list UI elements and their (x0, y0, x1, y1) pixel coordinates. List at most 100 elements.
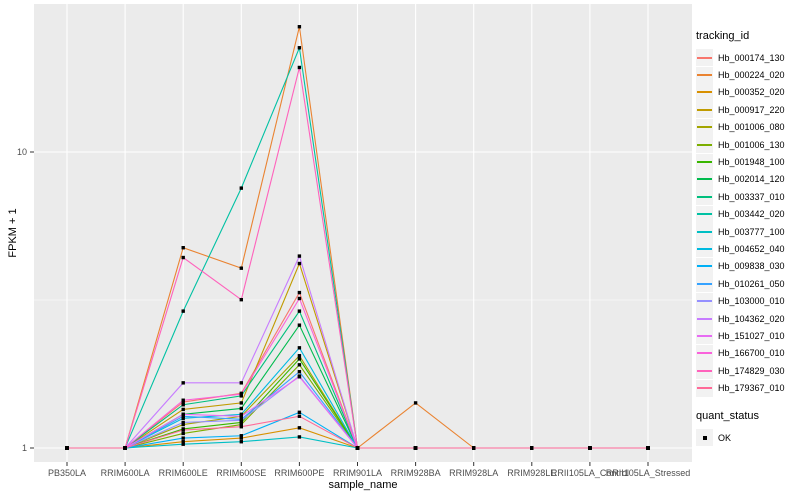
data-point (297, 296, 302, 301)
data-point (239, 394, 243, 398)
legend-key (696, 275, 713, 293)
legend-item: Hb_003442_020 (696, 205, 800, 223)
x-tick-label: PB350LA (48, 468, 86, 478)
legend-item-label: Hb_001006_130 (718, 139, 785, 150)
legend-key (696, 310, 713, 328)
data-point (181, 431, 185, 436)
x-tick-label: RRIM600PE (274, 468, 324, 478)
legend-item: Hb_104362_020 (696, 310, 800, 328)
legend-key (696, 188, 713, 206)
legend-key-line-icon (697, 126, 712, 129)
x-tick-label: RRII105LA_Stressed (606, 468, 691, 478)
data-point (181, 245, 185, 250)
legend-key-line-icon (697, 317, 712, 320)
legend-key (696, 49, 713, 67)
data-point (181, 442, 185, 446)
legend-key-line-icon (697, 387, 712, 390)
data-point (239, 414, 243, 418)
legend-items-tracking-id: Hb_000174_130 Hb_000224_020 Hb_000352_020 H… (696, 49, 800, 397)
data-point (297, 25, 302, 29)
legend-item-label: Hb_009838_030 (718, 261, 785, 272)
legend-key (696, 118, 713, 136)
data-point (239, 420, 243, 425)
legend-item: Hb_009838_030 (696, 257, 800, 275)
x-axis-title: sample_name (328, 479, 398, 491)
legend-key (696, 136, 713, 154)
y-axis-title: FPKM + 1 (7, 208, 19, 258)
data-point (181, 440, 185, 444)
legend-item-label: Hb_000224_020 (718, 70, 785, 81)
data-point (123, 446, 127, 450)
legend-key-line-icon (697, 265, 712, 268)
legend-items-quant-status: OK (696, 429, 800, 446)
data-point (239, 392, 243, 396)
data-point (181, 416, 185, 420)
data-point (239, 381, 243, 385)
legend-item: Hb_000224_020 (696, 66, 800, 84)
legend-item: Hb_003337_010 (696, 188, 800, 206)
legend-item-label: Hb_010261_050 (718, 278, 785, 289)
data-point (297, 261, 302, 266)
data-point (413, 446, 418, 450)
legend-key (696, 257, 713, 275)
data-point (297, 65, 302, 70)
legend-item: Hb_002014_120 (696, 170, 800, 188)
data-point (181, 428, 185, 432)
data-point (181, 422, 185, 427)
legend-item-label: Hb_166700_010 (718, 348, 785, 359)
data-point (297, 410, 302, 415)
legend-key-line-icon (697, 74, 712, 77)
data-point (239, 412, 243, 416)
x-tick-label: RRIM600LA (101, 468, 150, 478)
legend-item: Hb_179367_010 (696, 379, 800, 397)
data-point (239, 422, 243, 427)
legend-key-line-icon (697, 300, 712, 303)
legend-key-point-icon (702, 435, 707, 440)
data-point (181, 403, 185, 407)
data-point (181, 414, 185, 418)
legend-key-line-icon (697, 230, 712, 233)
data-point (239, 297, 243, 302)
legend-key-line-icon (697, 282, 712, 285)
legend-item-label: Hb_103000_010 (718, 296, 785, 307)
panel-background (34, 4, 692, 462)
legend-key (696, 153, 713, 171)
data-point (646, 446, 650, 450)
data-point (239, 401, 243, 405)
data-point (239, 434, 243, 438)
data-point (181, 400, 185, 404)
data-point (181, 420, 185, 425)
legend-item-label: Hb_004652_040 (718, 243, 785, 254)
legend-item: Hb_151027_010 (696, 327, 800, 345)
data-point (297, 254, 302, 258)
legend-item: Hb_000352_020 (696, 83, 800, 101)
data-point (239, 440, 243, 444)
legend-title-tracking-id: tracking_id (696, 30, 750, 42)
data-point (239, 406, 243, 411)
data-point (181, 412, 185, 416)
data-point (530, 446, 534, 450)
x-tick-label: RRII105LA_Control (551, 468, 629, 478)
legend-item: Hb_010261_050 (696, 275, 800, 293)
y-tick-label: 1 (22, 443, 27, 453)
data-point (297, 309, 302, 313)
legend-item-label: Hb_174829_030 (718, 365, 785, 376)
legend-item-label: Hb_001006_080 (718, 122, 785, 133)
data-point (413, 401, 418, 405)
legend-key-line-icon (697, 161, 712, 164)
x-tick-label: RRIM600SE (216, 468, 266, 478)
data-point (239, 425, 243, 429)
legend-key (696, 327, 713, 345)
x-tick-label: RRIM901LA (333, 468, 382, 478)
legend-item: Hb_004652_040 (696, 240, 800, 258)
legend-key (696, 240, 713, 258)
legend-item-label: OK (718, 432, 732, 443)
legend-item-label: Hb_003337_010 (718, 191, 785, 202)
data-point (297, 375, 302, 379)
data-point (297, 414, 302, 418)
data-point (181, 255, 185, 260)
data-point (297, 426, 302, 430)
data-point (239, 186, 243, 190)
legend-key-line-icon (697, 247, 712, 250)
